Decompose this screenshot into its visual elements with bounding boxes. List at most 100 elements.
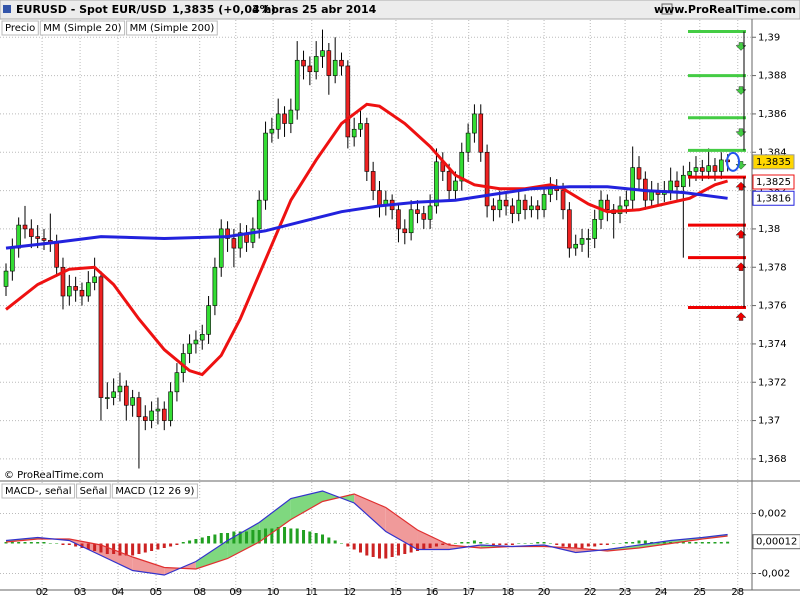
ma-price-label-box: [752, 190, 795, 206]
candle-body: [522, 199, 528, 211]
histogram-bar: [561, 543, 565, 547]
x-tick-label: 15: [390, 587, 403, 598]
y-tick-label: 1,372: [758, 377, 787, 388]
legend-box: [76, 483, 111, 499]
legend-label: MM (Simple 200): [130, 23, 215, 34]
last-price-label: 1,3835: [756, 157, 791, 168]
candle-body: [212, 266, 218, 306]
candle-body: [478, 113, 484, 153]
histogram-bar: [466, 542, 470, 544]
candle-body: [516, 199, 522, 214]
histogram-bar: [213, 534, 217, 544]
histogram-bar: [498, 543, 502, 545]
candle-body: [269, 128, 275, 134]
histogram-bar: [4, 542, 8, 544]
candle-body: [377, 190, 382, 207]
histogram-bar: [118, 543, 122, 556]
candle-body: [339, 59, 344, 67]
histogram-bar: [295, 528, 299, 544]
histogram-bar: [593, 543, 597, 547]
histogram-bar: [618, 543, 622, 544]
candle-body: [174, 372, 180, 393]
candle-body: [427, 205, 433, 220]
x-tick-label: 22: [584, 587, 597, 598]
candle-body: [142, 416, 148, 421]
candle-body: [370, 171, 376, 191]
histogram-bar: [156, 543, 160, 550]
histogram-bar: [131, 543, 135, 556]
candle-body: [136, 397, 142, 418]
candle-body: [687, 171, 692, 176]
y-tick-label: 1,368: [758, 454, 787, 465]
macd-line: [5, 490, 728, 576]
histogram-bar: [124, 543, 128, 556]
level-arrow: [735, 312, 747, 321]
histogram-bar: [390, 543, 394, 557]
histogram-bar: [36, 542, 40, 544]
histogram-bar: [314, 533, 318, 544]
macd-signal-fill: [132, 557, 165, 575]
histogram-bar: [472, 540, 476, 544]
candle-body: [446, 171, 452, 191]
legend-box: [1, 20, 39, 36]
x-tick-label: 18: [502, 587, 515, 598]
candle-body: [29, 228, 34, 237]
candle-body: [187, 343, 192, 354]
candle-body: [193, 339, 199, 345]
histogram-bar: [200, 537, 204, 544]
histogram-bar: [586, 543, 590, 547]
histogram-bar: [245, 531, 249, 544]
candle-body: [630, 167, 635, 201]
macd-line: [5, 493, 728, 570]
y-tick-label: 1,39: [758, 32, 780, 43]
candle-body: [586, 238, 591, 240]
x-tick-label: 25: [693, 587, 706, 598]
histogram-bar: [453, 543, 457, 544]
candle-body: [402, 228, 408, 234]
date: 25 abr 2014: [302, 3, 377, 16]
x-tick-label: 04: [112, 587, 125, 598]
x-tick-label: 20: [538, 587, 551, 598]
macd-signal-fill: [385, 507, 418, 550]
candle-body: [275, 113, 281, 130]
candle-body: [484, 151, 490, 207]
candle-body: [434, 161, 439, 207]
window-icon: [661, 3, 673, 15]
candle-body: [60, 266, 66, 297]
histogram-bar: [270, 528, 274, 544]
candle-body: [250, 228, 256, 243]
histogram-bar: [340, 543, 344, 544]
histogram-bar: [358, 543, 362, 553]
candle-body: [535, 205, 541, 211]
macd-last-label-box: [752, 534, 800, 550]
histogram-bar: [61, 543, 65, 545]
candle-body: [73, 286, 78, 291]
candle-body: [364, 123, 370, 172]
histogram-bar: [276, 527, 280, 544]
candle-body: [541, 194, 547, 211]
histogram-bar: [479, 542, 483, 544]
histogram-bar: [403, 543, 407, 554]
candle-body: [573, 243, 579, 249]
candle-body: [288, 109, 294, 124]
moving-average-line: [5, 102, 729, 377]
histogram-bar: [175, 543, 179, 545]
ma-price-label: 1,3825: [756, 177, 791, 188]
histogram-bar: [377, 543, 381, 559]
candle-body: [231, 238, 237, 249]
x-tick-label: 08: [193, 587, 206, 598]
y-tick-label: 0,002: [758, 509, 787, 520]
y-tick-label: 1,37: [758, 416, 780, 427]
copyright: © ProRealTime.com: [4, 470, 104, 481]
candle-body: [86, 282, 91, 297]
candle-body: [668, 180, 673, 191]
candle-body: [421, 213, 427, 220]
candle-body: [718, 159, 724, 172]
candle-body: [326, 50, 332, 76]
macd-signal-fill: [259, 498, 291, 542]
histogram-bar: [86, 543, 90, 550]
histogram-bar: [605, 543, 609, 545]
candle-body: [35, 236, 40, 239]
histogram-bar: [10, 542, 14, 544]
histogram-bar: [188, 540, 192, 544]
